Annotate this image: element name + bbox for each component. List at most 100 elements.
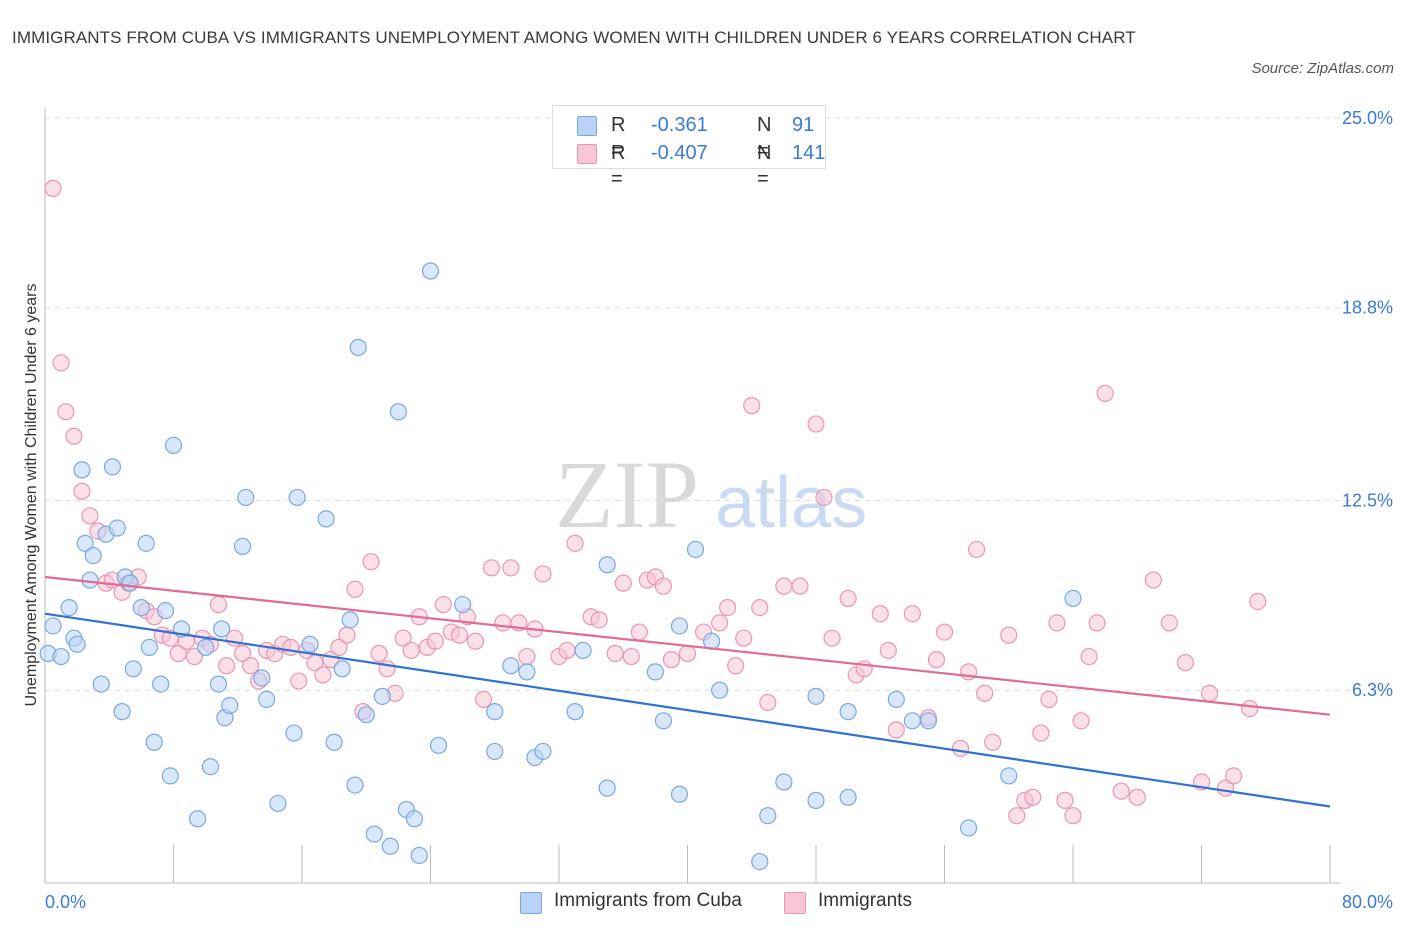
data-point-cuba xyxy=(381,837,399,855)
data-point-cuba xyxy=(92,675,110,693)
data-point-cuba xyxy=(373,687,391,705)
data-point-cuba xyxy=(84,546,102,565)
data-point-immigrants xyxy=(887,721,905,739)
data-point-immigrants xyxy=(951,739,970,757)
legend-label-cuba: Immigrants from Cuba xyxy=(554,890,742,911)
data-point-cuba xyxy=(751,852,769,871)
data-point-immigrants xyxy=(494,614,512,632)
data-point-immigrants xyxy=(1080,647,1098,666)
data-point-immigrants xyxy=(727,657,745,675)
data-point-cuba xyxy=(68,635,86,653)
data-point-cuba xyxy=(161,767,179,785)
data-point-cuba xyxy=(76,534,94,552)
data-point-cuba xyxy=(145,733,163,751)
data-point-immigrants xyxy=(839,589,857,608)
data-point-cuba xyxy=(839,703,857,721)
data-point-cuba xyxy=(108,519,126,537)
data-point-cuba xyxy=(670,617,689,635)
legend-label-immigrants: Immigrants xyxy=(818,890,912,911)
data-point-immigrants xyxy=(44,179,62,197)
data-point-cuba xyxy=(237,488,255,507)
data-point-cuba xyxy=(288,488,306,507)
data-point-cuba xyxy=(81,571,99,589)
data-point-immigrants xyxy=(984,733,1002,751)
data-point-cuba xyxy=(44,617,62,635)
data-point-immigrants xyxy=(185,647,203,666)
data-point-cuba xyxy=(164,436,183,455)
source-label: Source: ZipAtlas.com xyxy=(1251,60,1394,77)
data-point-immigrants xyxy=(65,427,83,445)
data-point-cuba xyxy=(1000,767,1018,785)
data-point-immigrants xyxy=(346,580,364,598)
data-point-cuba xyxy=(807,687,825,705)
legend-r-label: R = xyxy=(611,142,626,190)
data-point-immigrants xyxy=(1064,807,1082,825)
legend-n-value: 91 xyxy=(792,114,815,136)
trend-lines xyxy=(44,575,1331,808)
data-point-immigrants xyxy=(791,577,809,595)
data-point-immigrants xyxy=(370,644,388,663)
data-point-cuba xyxy=(346,776,364,794)
data-point-immigrants xyxy=(57,403,75,421)
data-point-cuba xyxy=(103,458,122,476)
data-point-immigrants xyxy=(330,638,348,656)
data-point-immigrants xyxy=(879,641,897,660)
legend-r-value: -0.407 xyxy=(651,142,708,164)
data-point-immigrants xyxy=(935,623,954,641)
series-immigrants xyxy=(44,179,1267,825)
data-point-cuba xyxy=(959,819,978,837)
trend-line-cuba xyxy=(44,612,1331,808)
data-point-cuba xyxy=(410,846,428,865)
data-point-immigrants xyxy=(209,595,228,614)
data-point-immigrants xyxy=(474,690,493,709)
data-point-immigrants xyxy=(290,672,308,690)
data-point-immigrants xyxy=(678,644,697,663)
data-point-cuba xyxy=(73,461,91,479)
data-point-cuba xyxy=(486,703,504,721)
data-point-cuba xyxy=(269,794,287,813)
correlation-legend: R = -0.361 N = 91 R = -0.407 N = 141 xyxy=(552,105,826,190)
data-point-immigrants xyxy=(282,638,300,656)
data-point-immigrants xyxy=(622,647,640,666)
data-point-cuba xyxy=(903,712,921,730)
data-point-immigrants xyxy=(927,651,946,669)
data-point-cuba xyxy=(598,556,616,574)
x-tick-label: 80.0% xyxy=(1342,892,1393,912)
watermark-zip: ZIP xyxy=(555,441,699,548)
data-point-immigrants xyxy=(606,644,624,663)
data-point-immigrants xyxy=(450,626,469,644)
data-point-cuba xyxy=(598,779,616,797)
data-point-immigrants xyxy=(590,611,608,629)
data-point-immigrants xyxy=(566,534,584,552)
data-point-cuba xyxy=(454,595,472,614)
data-point-immigrants xyxy=(735,629,753,647)
data-point-cuba xyxy=(919,712,938,730)
data-point-immigrants xyxy=(1072,712,1090,730)
data-point-immigrants xyxy=(815,488,833,507)
data-point-immigrants xyxy=(338,626,356,644)
data-point-cuba xyxy=(213,620,231,638)
data-point-immigrants xyxy=(426,632,444,650)
data-point-cuba xyxy=(534,742,552,761)
legend-swatch-blue xyxy=(577,116,597,136)
data-point-immigrants xyxy=(654,577,673,595)
data-point-cuba xyxy=(670,785,689,803)
data-point-cuba xyxy=(197,638,215,656)
data-point-immigrants xyxy=(1088,614,1106,632)
data-point-cuba xyxy=(502,657,520,675)
legend-swatch-blue xyxy=(520,892,542,914)
data-point-immigrants xyxy=(823,629,841,647)
watermark-atlas: atlas xyxy=(715,463,867,543)
data-point-cuba xyxy=(686,540,705,559)
data-point-cuba xyxy=(152,675,170,693)
data-point-immigrants xyxy=(743,397,761,415)
data-point-immigrants xyxy=(402,641,420,660)
data-point-immigrants xyxy=(711,614,729,632)
data-point-immigrants xyxy=(518,647,536,666)
data-point-cuba xyxy=(52,647,70,666)
data-point-immigrants xyxy=(1200,684,1219,702)
data-point-immigrants xyxy=(169,644,187,663)
data-point-cuba xyxy=(325,733,343,751)
legend-n-label: N = xyxy=(757,142,772,190)
